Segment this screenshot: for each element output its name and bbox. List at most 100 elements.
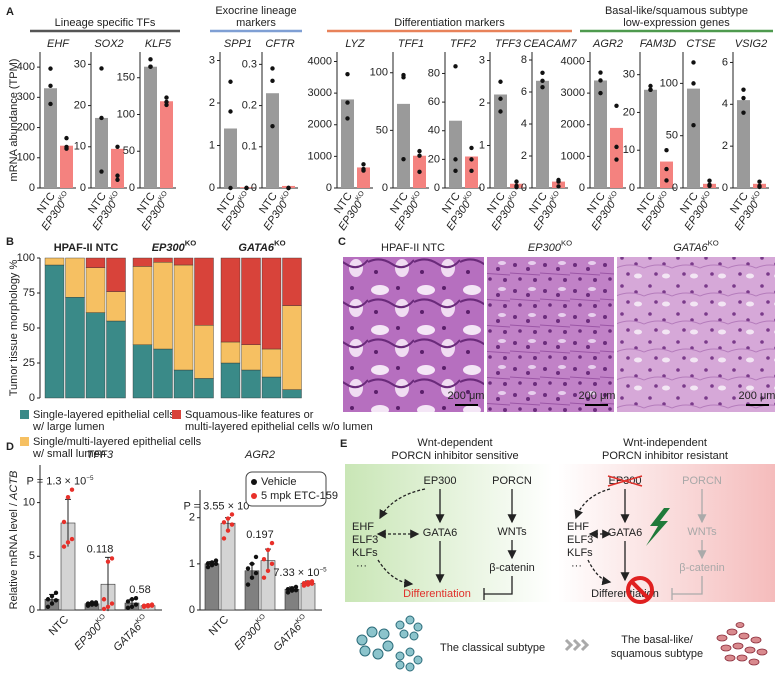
node: β-catenin (489, 562, 534, 574)
bar (95, 117, 108, 188)
bar-segment (261, 376, 282, 399)
x-tick-label: NTC (207, 614, 232, 639)
data-point (469, 157, 474, 162)
y-tick-label: 200 (17, 121, 35, 133)
histology-image (343, 257, 484, 412)
y-tick-label: 3000 (561, 87, 585, 99)
annotation-text: P = 3.55 × 10 (183, 500, 249, 512)
data-point (133, 595, 139, 601)
legend-swatch (20, 437, 29, 446)
image-title: EP300KO (528, 239, 572, 254)
data-point (741, 95, 746, 101)
bar (494, 94, 507, 188)
subtype-label: The classical subtype (440, 642, 545, 654)
data-point (614, 157, 619, 162)
chart-title: TFF3 (495, 38, 522, 50)
data-point (213, 558, 219, 563)
x-tick-label-sup: KO (750, 189, 762, 202)
panel-label: D (6, 441, 14, 453)
data-point (99, 66, 104, 71)
y-tick-label: 100 (17, 152, 35, 164)
x-tick-label-sup: KO (108, 189, 120, 202)
data-point (45, 597, 51, 602)
data-point (270, 123, 275, 129)
y-tick-label: 100 (17, 252, 35, 264)
y-tick-label: 6 (521, 86, 527, 98)
bar (357, 167, 370, 188)
y-tick-label: 4000 (308, 55, 332, 67)
data-point (109, 601, 115, 606)
histology-image (487, 257, 614, 412)
data-point (664, 178, 669, 183)
bar (397, 103, 410, 188)
bar-segment (132, 266, 153, 345)
bar-segment (65, 257, 85, 298)
bar-segment (106, 320, 126, 399)
bar-segment (261, 348, 282, 378)
x-tick-label-sup: KO (354, 189, 366, 202)
x-tick-label-sup: KO (135, 613, 147, 625)
diagram-header: Wnt-dependent (417, 437, 492, 449)
annotation: 0.197 (246, 529, 274, 541)
x-tick-label: GATA6KO (110, 613, 151, 654)
data-point (741, 110, 746, 115)
data-point (691, 123, 696, 128)
x-tick-label: GATA6KO (270, 613, 311, 654)
data-point (48, 101, 53, 107)
y-tick-label: 100 (117, 108, 135, 120)
x-tick-label-sup: KO (57, 189, 69, 202)
y-tick-label: 20 (623, 106, 635, 118)
data-point (125, 599, 131, 604)
y-tick-label: 30 (74, 58, 86, 70)
data-point (229, 522, 235, 527)
chart-title: CTSE (686, 38, 716, 50)
image-title-sup: KO (708, 239, 719, 248)
data-point (265, 568, 271, 573)
y-tick-label: 0 (434, 182, 440, 194)
y-tick-label: 300 (17, 91, 35, 103)
legend-swatch (20, 410, 29, 419)
data-point (757, 179, 762, 184)
node: Differentiation (403, 588, 471, 600)
data-point (270, 66, 275, 71)
data-point (345, 116, 350, 121)
y-tick-label: 2 (209, 97, 215, 109)
y-tick-label: 100 (660, 77, 678, 89)
node: EHF (567, 521, 589, 533)
data-point (401, 75, 406, 80)
bar (111, 148, 124, 188)
data-point (598, 78, 603, 83)
scale-bar-label: 200 μm (448, 390, 485, 402)
data-point (49, 593, 55, 599)
x-tick-label-sup: KO (255, 613, 267, 625)
data-point (253, 554, 259, 560)
y-tick-label: 8 (521, 54, 527, 66)
bar-segment (282, 389, 302, 399)
data-point (614, 144, 619, 150)
y-tick-label: 0 (672, 182, 678, 194)
x-tick-label: EP300KO (231, 613, 271, 653)
y-tick-label: 0 (382, 182, 388, 194)
data-point (115, 177, 120, 182)
no-sign (626, 576, 654, 604)
data-point (125, 605, 131, 611)
bar (220, 522, 236, 611)
data-point (249, 575, 255, 580)
data-point (115, 144, 120, 149)
image-title: GATA6KO (673, 239, 719, 254)
strike (607, 475, 643, 487)
data-point (245, 566, 251, 571)
y-tick-label: 1 (479, 139, 485, 151)
legend-label: 5 mpk ETC-159 (261, 490, 338, 502)
chart-title: CEACAM7 (523, 38, 577, 50)
y-tick-label: 0 (129, 182, 135, 194)
legend-swatch (172, 410, 181, 419)
data-point (305, 580, 311, 585)
bar-segment (132, 257, 153, 267)
bar-segment (106, 291, 126, 322)
node: PORCN (492, 475, 532, 487)
x-tick-label-sup: KO (462, 189, 474, 202)
node: KLFs (352, 547, 378, 559)
basal-cells (716, 622, 768, 666)
bar-segment (85, 312, 106, 399)
